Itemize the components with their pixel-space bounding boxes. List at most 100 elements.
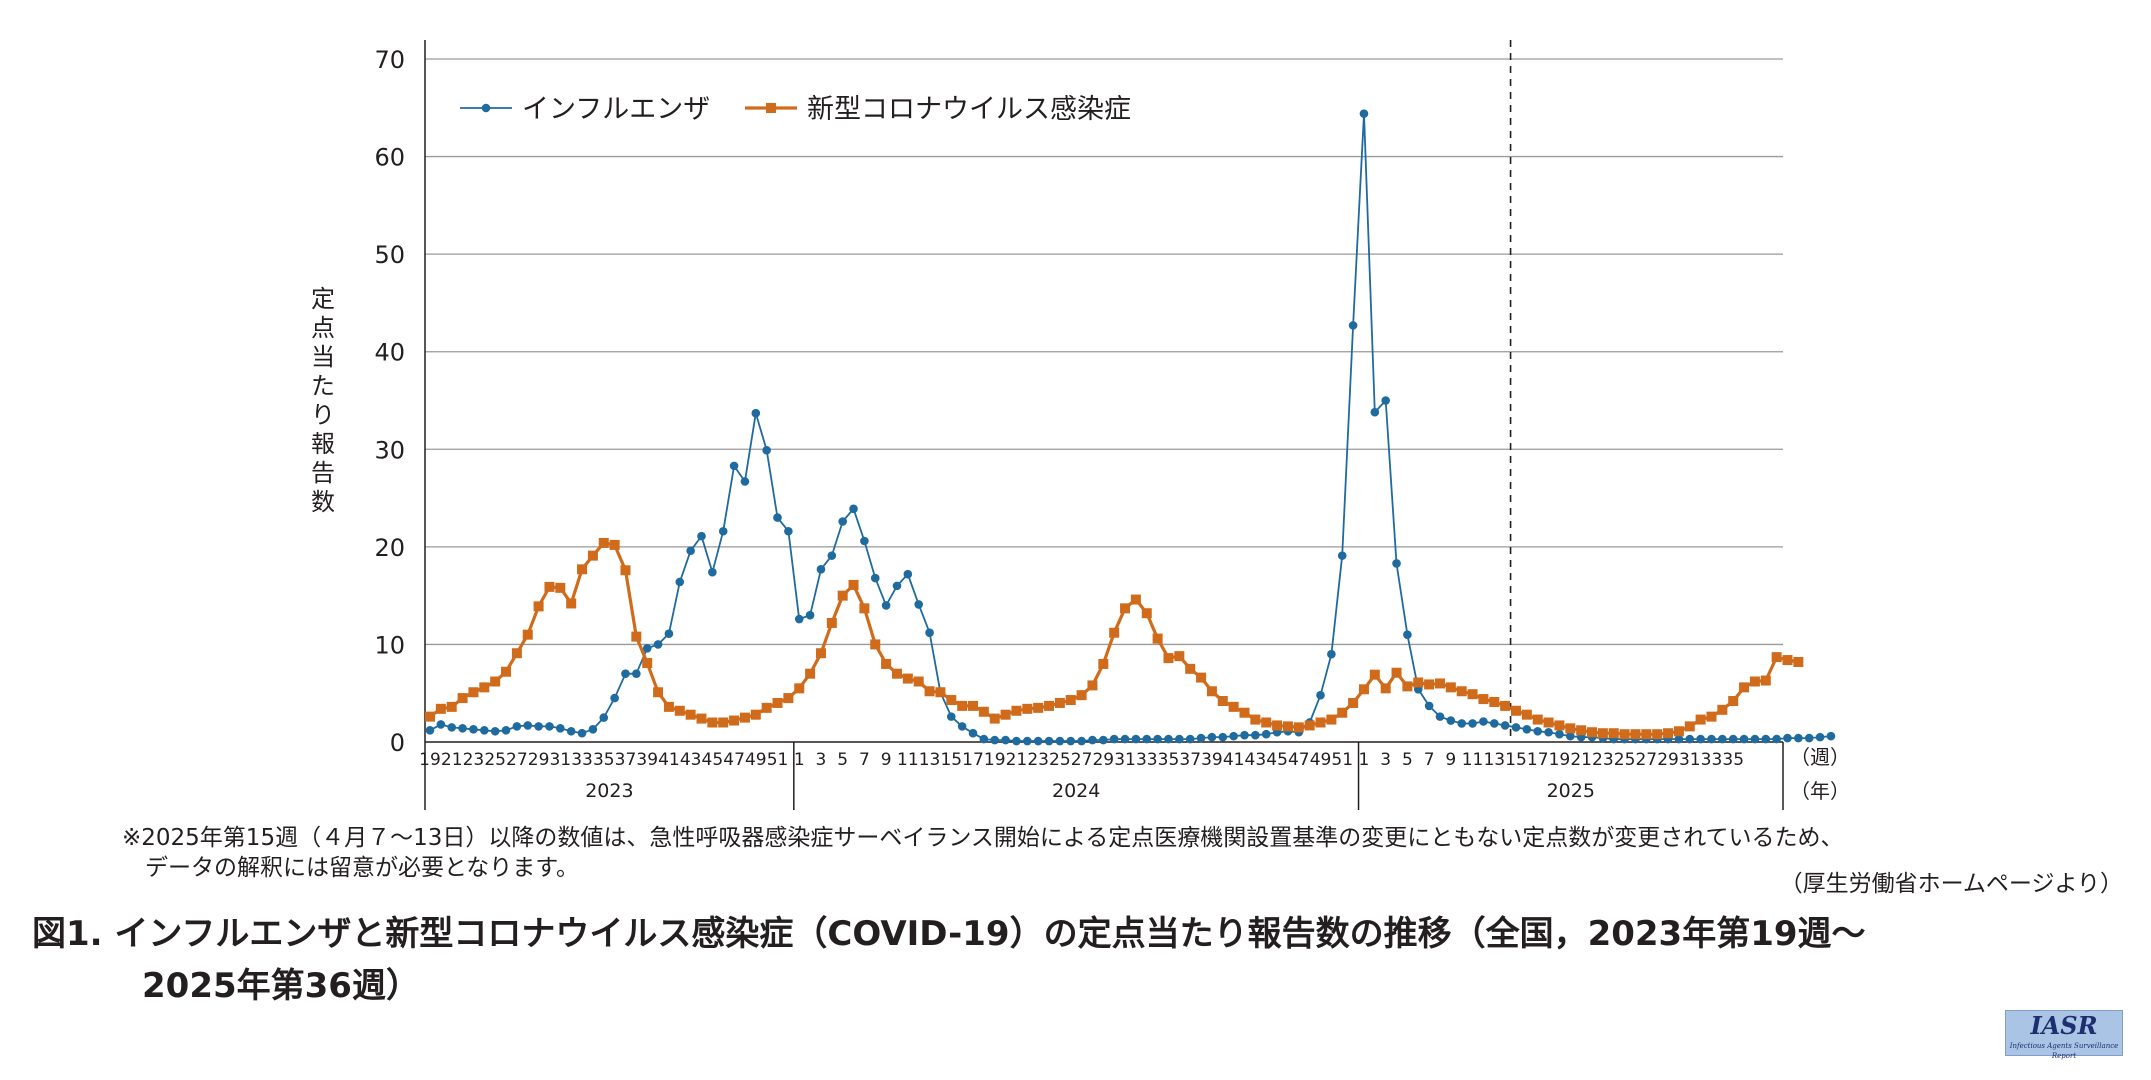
year-label-2023: 2023 — [585, 780, 633, 802]
series-0-point — [1370, 407, 1380, 417]
series-1-point — [1369, 669, 1380, 680]
series-1-point — [805, 668, 816, 679]
series-1-point — [1424, 679, 1435, 690]
series-1-point — [1174, 651, 1185, 662]
series-0-point — [1783, 733, 1792, 743]
series-0-point — [1728, 734, 1738, 744]
x-tick-label-2025-27: 27 — [1635, 750, 1657, 770]
series-0-point — [1337, 551, 1347, 560]
series-1-point — [1619, 729, 1630, 740]
series-0-point — [1348, 321, 1358, 330]
y-tick-label-10: 10 — [374, 631, 405, 659]
series-0-point — [425, 725, 435, 735]
series-1-point — [511, 648, 522, 659]
x-tick-label-2024-19: 19 — [984, 750, 1006, 770]
series-0-point — [577, 728, 587, 738]
caption-line-1: 図1. インフルエンザと新型コロナウイルス感染症（COVID-19）の定点当たり… — [32, 914, 1866, 954]
series-1-point — [1793, 656, 1804, 667]
series-0-point — [621, 669, 630, 678]
x-tick-label-2024-37: 37 — [1179, 750, 1201, 770]
series-1-point — [1033, 702, 1044, 713]
footnote-line-1: ※2025年第15週（４月７～13日）以降の数値は、急性呼吸器感染症サーベイラン… — [122, 825, 1844, 851]
series-1-point — [1120, 603, 1131, 614]
x-tick-label-2025-19: 19 — [1549, 750, 1571, 770]
series-0-point — [1240, 730, 1249, 740]
series-1-point — [1500, 700, 1511, 711]
series-1-point — [555, 582, 566, 593]
series-1-point — [425, 711, 435, 722]
series-0-point — [1001, 735, 1010, 745]
series-0-point — [610, 693, 619, 703]
series-0-point — [556, 724, 565, 733]
series-0-point — [892, 581, 902, 591]
series-0-point — [881, 601, 891, 610]
series-0-point — [827, 551, 837, 560]
series-1-point — [674, 705, 685, 716]
series-1-point — [1739, 682, 1750, 693]
series-0-point — [1153, 734, 1162, 744]
x-tick-label-2025-17: 17 — [1527, 750, 1549, 770]
series-0-point — [1218, 732, 1228, 742]
series-0-point — [729, 461, 739, 471]
series-1-point — [1239, 707, 1250, 718]
series-1-point — [577, 564, 588, 575]
series-1-point — [1065, 695, 1076, 706]
series-0-point — [708, 567, 717, 577]
series-1-point — [1206, 686, 1217, 697]
series-0-point — [523, 721, 533, 730]
series-1-point — [1554, 720, 1565, 731]
series-0-point — [1424, 701, 1434, 711]
x-tick-label-2025-1: 1 — [1359, 750, 1370, 770]
y-tick-label-60: 60 — [374, 144, 405, 172]
series-0-point — [860, 536, 869, 546]
series-0-point — [870, 573, 880, 583]
series-0-point — [1479, 717, 1488, 726]
series-1-point — [566, 598, 577, 609]
series-1-point — [1521, 709, 1532, 720]
series-1-point — [663, 701, 674, 712]
x-tick-label-2025-15: 15 — [1505, 750, 1527, 770]
x-tick-label-2025-5: 5 — [1402, 750, 1413, 770]
series-0-point — [1088, 735, 1097, 745]
series-1-point — [1196, 672, 1207, 683]
series-0-point — [1109, 734, 1119, 744]
series-0-point — [566, 726, 576, 736]
year-label-2025: 2025 — [1547, 780, 1595, 802]
series-1-point — [794, 683, 805, 694]
caption-line-2: 2025年第36週） — [142, 966, 420, 1006]
series-0-point — [534, 722, 543, 731]
series-0-point — [1718, 734, 1727, 744]
series-0-point — [458, 724, 467, 733]
series-0-point — [480, 725, 489, 735]
x-tick-label-2024-27: 27 — [1071, 750, 1093, 770]
series-0-point — [1359, 109, 1369, 118]
series-0-point — [436, 720, 446, 729]
series-0-point — [697, 531, 706, 541]
series-1-point — [837, 590, 848, 601]
series-0-point — [664, 629, 674, 638]
series-0-point — [1012, 736, 1021, 746]
week-unit-label: （週） — [1790, 745, 1850, 769]
series-1-point — [609, 539, 620, 550]
x-tick-label-2024-21: 21 — [1006, 750, 1028, 770]
series-1-point — [783, 693, 794, 704]
series-1-point — [1098, 658, 1109, 669]
x-tick-label-2023-19: 19 — [419, 750, 441, 770]
series-1-point — [1391, 667, 1402, 678]
x-tick-label-2025-35: 35 — [1722, 750, 1744, 770]
x-tick-label-2025-25: 25 — [1614, 750, 1636, 770]
series-1-point — [1587, 727, 1598, 738]
x-tick-label-2025-11: 11 — [1462, 750, 1484, 770]
series-0-point — [1511, 723, 1521, 732]
year-label-2024: 2024 — [1052, 780, 1100, 802]
x-tick-label-2024-45: 45 — [1266, 750, 1288, 770]
series-0-point — [968, 728, 978, 738]
legend-label-1: 新型コロナウイルス感染症 — [807, 94, 1131, 125]
series-1-point — [1630, 729, 1641, 740]
series-1-point — [446, 701, 457, 712]
series-0-point — [1794, 733, 1803, 743]
series-1-point — [653, 687, 664, 698]
x-tick-label-2023-37: 37 — [615, 750, 637, 770]
series-1-point — [968, 700, 978, 711]
x-tick-label-2024-31: 31 — [1114, 750, 1136, 770]
